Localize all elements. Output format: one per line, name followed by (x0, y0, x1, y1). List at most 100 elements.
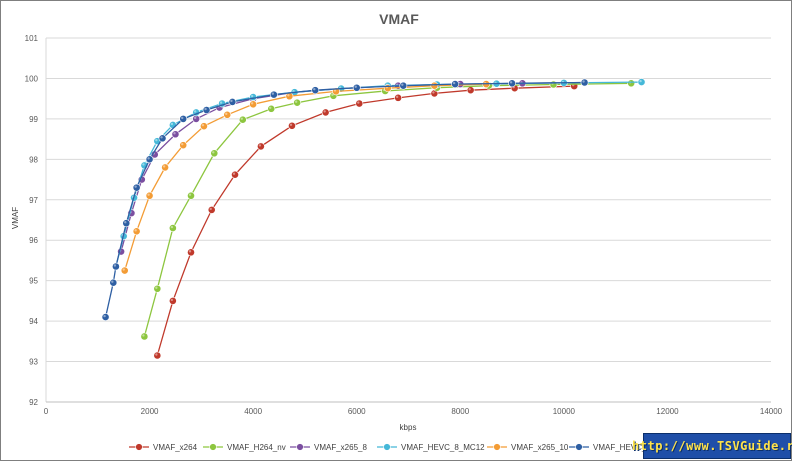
data-point (466, 86, 475, 95)
data-point-highlight (240, 117, 243, 120)
data-point (580, 78, 589, 87)
data-point-highlight (173, 132, 176, 135)
data-point (352, 83, 361, 92)
data-point (132, 227, 141, 236)
data-point-highlight (188, 193, 192, 196)
data-point (508, 79, 516, 88)
series-VMAF_x264 (153, 82, 579, 360)
y-tick-label: 93 (29, 358, 38, 367)
data-point (153, 351, 162, 360)
data-point (249, 100, 258, 109)
legend-entry-VMAF_x265_8: VMAF_x265_8 (290, 443, 367, 452)
x-tick-labels: 0 2000 4000 6000 8000 10000 12000 14000 (44, 407, 783, 416)
x-tick-label: 12000 (656, 407, 679, 416)
data-point (549, 80, 558, 89)
data-point-highlight (181, 142, 184, 146)
data-point-highlight (147, 193, 150, 196)
legend-label: VMAF_HEVC_10 (593, 443, 656, 452)
legend-label: VMAF_H264_nv (227, 443, 286, 452)
legend-marker (296, 443, 304, 451)
data-point (171, 130, 180, 139)
data-point-highlight (201, 123, 205, 127)
data-point (627, 79, 636, 88)
x-tick-label: 8000 (451, 407, 469, 416)
data-point-highlight (170, 225, 174, 229)
legend-marker (575, 443, 583, 451)
legend-label: VMAF_x265_8 (314, 443, 367, 452)
data-point-highlight (111, 280, 114, 283)
watermark-text: http://www.TSVGuide.ru (632, 439, 792, 453)
data-point-highlight (204, 107, 207, 111)
data-point (187, 248, 195, 257)
data-point (202, 106, 211, 114)
data-point-highlight (331, 93, 334, 97)
data-point (269, 90, 278, 99)
y-tick-label: 99 (29, 115, 38, 124)
data-point (228, 98, 237, 106)
data-point (145, 155, 154, 164)
legend: VMAF_x264 VMAF_H264_nv VMAF_x265_8 VMAF_HEV… (129, 443, 656, 452)
data-point-highlight (639, 79, 642, 83)
data-point-highlight (103, 314, 106, 318)
y-axis-label: VMAF (11, 207, 20, 229)
data-point-highlight (193, 116, 197, 120)
data-point (168, 296, 177, 305)
data-point-highlight (271, 92, 275, 95)
data-point-highlight (181, 116, 184, 120)
data-point (161, 163, 170, 172)
legend-entry-VMAF_x264: VMAF_x264 (129, 443, 198, 452)
data-point (207, 205, 216, 214)
data-point-highlight (468, 87, 471, 91)
data-point-highlight (193, 110, 197, 113)
data-point (158, 134, 167, 143)
data-point (120, 266, 129, 275)
data-point (267, 104, 276, 113)
data-point (321, 108, 330, 117)
data-point-highlight (509, 81, 513, 84)
watermark-logo: http://www.TSVGuide.ru (632, 433, 792, 459)
data-point-highlight (287, 94, 290, 97)
y-tick-label: 101 (25, 34, 39, 43)
data-point (399, 81, 408, 90)
data-point (311, 86, 320, 95)
y-tick-label: 95 (29, 277, 38, 286)
data-point-highlight (113, 264, 117, 267)
series-line (120, 81, 585, 252)
legend-entry-VMAF_H264_nv: VMAF_H264_nv (203, 443, 286, 452)
series-line (156, 85, 575, 356)
y-tick-label: 97 (29, 196, 38, 205)
data-point-highlight (212, 151, 215, 154)
data-point-highlight (323, 110, 326, 113)
data-point-highlight (230, 99, 233, 103)
data-point (145, 191, 154, 200)
legend-marker (135, 443, 143, 451)
data-point (394, 93, 403, 102)
data-point (293, 98, 302, 107)
data-point-highlight (354, 85, 357, 88)
y-tick-label: 100 (25, 74, 39, 83)
data-point-highlight (209, 207, 212, 211)
data-point (140, 332, 149, 341)
data-point-highlight (155, 286, 158, 289)
data-point-highlight (269, 106, 272, 109)
data-point-highlight (313, 87, 316, 91)
data-point-highlight (155, 138, 158, 142)
data-point-highlight (162, 165, 166, 168)
data-point-highlight (170, 122, 174, 126)
data-point (430, 81, 439, 90)
data-point-highlight (357, 101, 360, 104)
y-tick-label: 94 (29, 317, 38, 326)
legend-label: VMAF_x265_10 (511, 443, 569, 452)
data-point (288, 121, 296, 130)
data-point-highlight (225, 112, 228, 116)
data-point (187, 191, 195, 200)
data-point (179, 141, 188, 150)
x-tick-label: 4000 (244, 407, 262, 416)
y-tick-label: 98 (29, 155, 38, 164)
series-VMAF_x265_10 (120, 80, 491, 275)
data-point-highlight (294, 100, 298, 103)
data-point (249, 93, 258, 101)
x-tick-label: 0 (44, 407, 49, 416)
